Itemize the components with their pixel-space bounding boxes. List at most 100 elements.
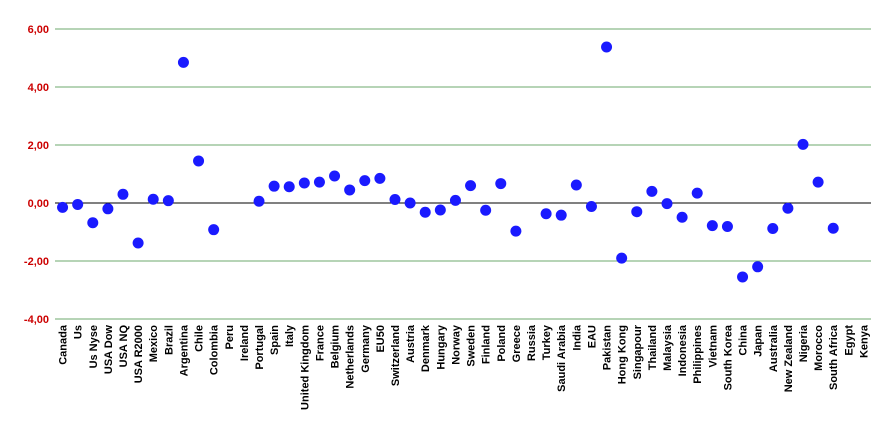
- data-point: [797, 138, 809, 150]
- x-tick-label: Austria: [405, 324, 417, 363]
- data-point: [465, 180, 477, 192]
- data-point: [419, 206, 431, 218]
- x-tick-label: Ireland: [239, 325, 251, 361]
- data-point: [767, 223, 779, 235]
- data-point: [253, 195, 265, 207]
- data-point: [449, 194, 461, 206]
- data-point: [344, 184, 356, 196]
- x-tick-label: Finland: [481, 325, 493, 364]
- data-point: [162, 195, 174, 207]
- data-point: [691, 187, 703, 199]
- x-tick-label: Hungary: [435, 324, 447, 370]
- x-tick-label: Philippines: [692, 325, 704, 384]
- data-point: [268, 180, 280, 192]
- data-point: [480, 204, 492, 216]
- grid-lines: [55, 28, 871, 320]
- x-tick-label: USA Dow: [103, 325, 115, 375]
- data-point: [616, 252, 628, 264]
- x-tick-label: Colombia: [209, 324, 221, 375]
- y-tick-label: 4,00: [28, 82, 49, 94]
- x-tick-label: Hong Kong: [617, 325, 629, 384]
- data-point: [87, 217, 99, 229]
- data-point: [329, 170, 341, 182]
- x-tick-label: Us Nyse: [88, 325, 100, 368]
- x-tick-label: Australia: [768, 324, 780, 372]
- x-tick-label: Vietnam: [707, 325, 719, 368]
- data-point: [661, 198, 673, 210]
- data-point: [404, 197, 416, 209]
- x-tick-label: Poland: [496, 325, 508, 362]
- x-tick-label: Egypt: [843, 325, 855, 356]
- x-tick-label: France: [314, 325, 326, 361]
- data-point: [676, 211, 688, 223]
- x-tick-label: South Africa: [828, 324, 840, 390]
- data-point: [721, 220, 733, 232]
- x-tick-label: Peru: [224, 325, 236, 349]
- data-point: [601, 41, 613, 53]
- x-tick-label: Pakistan: [602, 325, 614, 371]
- x-tick-label: Germany: [360, 324, 372, 373]
- y-tick-label: -2,00: [24, 256, 49, 268]
- x-tick-label: Spain: [269, 325, 281, 355]
- x-tick-label: USA NQ: [118, 325, 130, 368]
- y-tick-label: 2,00: [28, 140, 49, 152]
- x-tick-label: Canada: [58, 324, 70, 365]
- data-point: [72, 198, 84, 210]
- data-point: [298, 177, 310, 189]
- x-tick-label: Us: [73, 325, 85, 339]
- data-point: [434, 204, 446, 216]
- y-tick-label: 0,00: [28, 198, 49, 210]
- data-point: [57, 201, 69, 213]
- x-tick-label: Nigeria: [798, 324, 810, 362]
- x-tick-label: Japan: [753, 325, 765, 357]
- x-tick-label: EU50: [375, 325, 387, 353]
- x-tick-label: China: [738, 324, 750, 355]
- x-tick-label: Greece: [511, 325, 523, 362]
- x-tick-label: Morocco: [813, 325, 825, 371]
- data-point: [782, 202, 794, 214]
- x-tick-label: Netherlands: [345, 325, 357, 389]
- data-point: [359, 175, 371, 187]
- x-tick-label: India: [571, 324, 583, 351]
- data-point: [283, 181, 295, 193]
- x-axis-tick-labels: Canada Us Us Nyse USA Dow USA NQ USA R2000 Mex…: [58, 324, 871, 410]
- data-point: [540, 208, 552, 220]
- y-tick-label: -4,00: [24, 314, 49, 326]
- data-point: [706, 220, 718, 232]
- data-point: [374, 172, 386, 184]
- x-tick-label: Belgium: [330, 325, 342, 369]
- data-point: [147, 193, 159, 205]
- data-point: [646, 185, 658, 197]
- x-tick-label: USA R2000: [133, 325, 145, 383]
- x-tick-label: Brazil: [163, 325, 175, 355]
- x-tick-label: Turkey: [541, 324, 553, 360]
- data-point: [313, 176, 325, 188]
- x-tick-label: EAU: [586, 325, 598, 348]
- x-tick-label: South Korea: [722, 324, 734, 390]
- data-point: [510, 225, 522, 237]
- data-point: [495, 178, 507, 190]
- x-tick-label: Mexico: [148, 325, 160, 363]
- x-tick-label: Italy: [284, 324, 296, 347]
- data-point: [737, 271, 749, 283]
- x-tick-label: Denmark: [420, 324, 432, 372]
- data-point: [208, 224, 220, 236]
- x-tick-label: Portugal: [254, 325, 266, 370]
- data-point: [102, 203, 114, 215]
- data-points: [57, 41, 839, 283]
- x-tick-label: Argentina: [178, 324, 190, 376]
- data-point: [585, 200, 597, 212]
- x-tick-label: Norway: [450, 324, 462, 365]
- data-point: [132, 237, 144, 249]
- x-tick-label: Thailand: [647, 325, 659, 370]
- x-tick-label: Switzerland: [390, 325, 402, 386]
- data-point: [827, 222, 839, 234]
- x-tick-label: Kenya: [858, 324, 870, 358]
- x-tick-label: Indonesia: [677, 324, 689, 376]
- data-point: [389, 194, 401, 206]
- x-tick-label: Sweden: [466, 325, 478, 367]
- y-axis-tick-labels: -4,00 -2,00 0,00 2,00 4,00 6,00: [24, 24, 49, 326]
- x-tick-label: Malaysia: [662, 324, 674, 371]
- x-tick-label: Russia: [526, 324, 538, 361]
